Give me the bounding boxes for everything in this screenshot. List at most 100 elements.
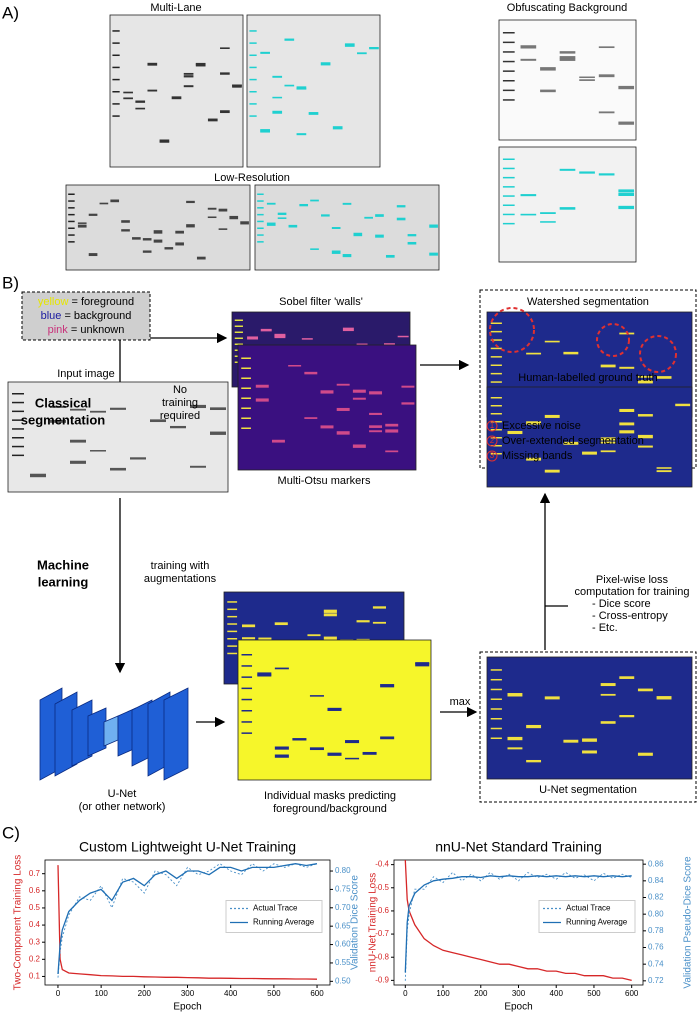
y2-tick-label: 0.86 (648, 859, 664, 868)
ladder-band (502, 158, 515, 160)
ladder-band (502, 222, 515, 225)
issue-marker (486, 450, 498, 462)
gel-band (401, 402, 415, 405)
gel-band (164, 247, 174, 250)
x-tick-label: 100 (94, 989, 108, 998)
gel-band (257, 674, 272, 677)
gel-band (307, 634, 321, 637)
label: Input image (57, 368, 114, 380)
x-axis-label: Epoch (504, 1002, 532, 1013)
ladder-band (68, 227, 75, 229)
ladder-band (241, 377, 251, 379)
gel-band (284, 38, 295, 41)
gel-band (207, 118, 218, 122)
gel-band (380, 684, 395, 688)
gel-band (135, 100, 146, 103)
highlight-circle (639, 335, 677, 373)
gel-band (153, 230, 163, 234)
y2-tick-label: 0.75 (335, 885, 351, 894)
series-line (404, 859, 632, 982)
gel-band (232, 84, 242, 87)
gel-band (99, 202, 109, 205)
gel-band (159, 140, 170, 143)
gel-band (383, 343, 395, 345)
label: Over-extended segmentation (502, 435, 644, 447)
gel-band (618, 193, 635, 196)
ladder-band (241, 357, 251, 359)
y2-tick-label: 0.50 (335, 976, 351, 985)
y2-tick-label: 0.82 (648, 893, 664, 902)
label: U-Net (108, 788, 137, 800)
gel-band (369, 425, 383, 428)
ladder-band (490, 356, 502, 358)
gel-band (559, 58, 576, 61)
gel-band (207, 207, 217, 210)
y-tick-label: -0.8 (375, 952, 389, 961)
gel-band (600, 693, 616, 696)
gel-image (65, 184, 251, 271)
gel-band (272, 75, 283, 78)
gel-band (320, 390, 334, 394)
gel-band (266, 222, 276, 226)
gel-band (288, 364, 302, 367)
ladder-band (502, 32, 515, 34)
ladder-band (227, 601, 238, 603)
gel-band (507, 693, 523, 697)
gel-band (526, 457, 542, 461)
gel-band (220, 72, 230, 75)
label: (or other network) (79, 801, 166, 813)
x-tick-label: 100 (436, 989, 450, 998)
gel-band (540, 89, 556, 93)
gel-band (598, 173, 615, 176)
ladder-band (257, 207, 264, 209)
ladder-band (490, 381, 502, 383)
gel-image (498, 19, 637, 141)
ladder-band (241, 732, 253, 734)
gel-band (323, 613, 337, 617)
gel-band (277, 212, 287, 215)
ladder-band (257, 200, 264, 202)
gel-band (272, 96, 283, 99)
y2-tick-label: 0.80 (335, 866, 351, 875)
gel-band (175, 242, 184, 246)
ladder-band (257, 193, 264, 195)
label: 2 (490, 436, 495, 445)
gel-image (498, 146, 637, 263)
y2-tick-label: 0.60 (335, 940, 351, 949)
legend-label: Actual Trace (566, 904, 611, 913)
legend-meaning: = foreground (71, 296, 134, 308)
gel-band (352, 389, 366, 393)
gel-band (637, 434, 653, 439)
gel-band (321, 214, 330, 217)
gel-band (292, 738, 307, 741)
gel-band (260, 51, 270, 54)
gel-band (364, 216, 373, 219)
gel-band (579, 79, 595, 81)
x-axis-label: Epoch (173, 1002, 201, 1013)
ladder-band (227, 615, 238, 618)
gel-band (271, 439, 285, 443)
gel-band (526, 421, 542, 425)
gel-band (520, 58, 537, 61)
ladder-band (12, 410, 24, 413)
gel-band (190, 404, 206, 409)
gel-band (375, 214, 384, 217)
ladder-band (490, 445, 502, 447)
ladder-band (490, 718, 502, 720)
gel-band (110, 199, 120, 203)
x-tick-label: 500 (267, 989, 281, 998)
ladder-band (234, 331, 243, 333)
ladder-band (68, 234, 75, 236)
label: U-Net segmentation (539, 784, 637, 796)
ladder-band (490, 429, 502, 431)
legend-entry: blue = background (41, 310, 132, 322)
ladder-band (502, 204, 515, 206)
gel-band (540, 221, 556, 223)
legend-color-word: blue (41, 310, 62, 322)
label: Obfuscating Background (507, 2, 627, 14)
gel-band (396, 205, 406, 208)
ladder-band (490, 698, 502, 700)
gel-band (255, 398, 269, 402)
label: Multi-Otsu markers (278, 475, 371, 487)
legend-label: Actual Trace (253, 904, 298, 913)
